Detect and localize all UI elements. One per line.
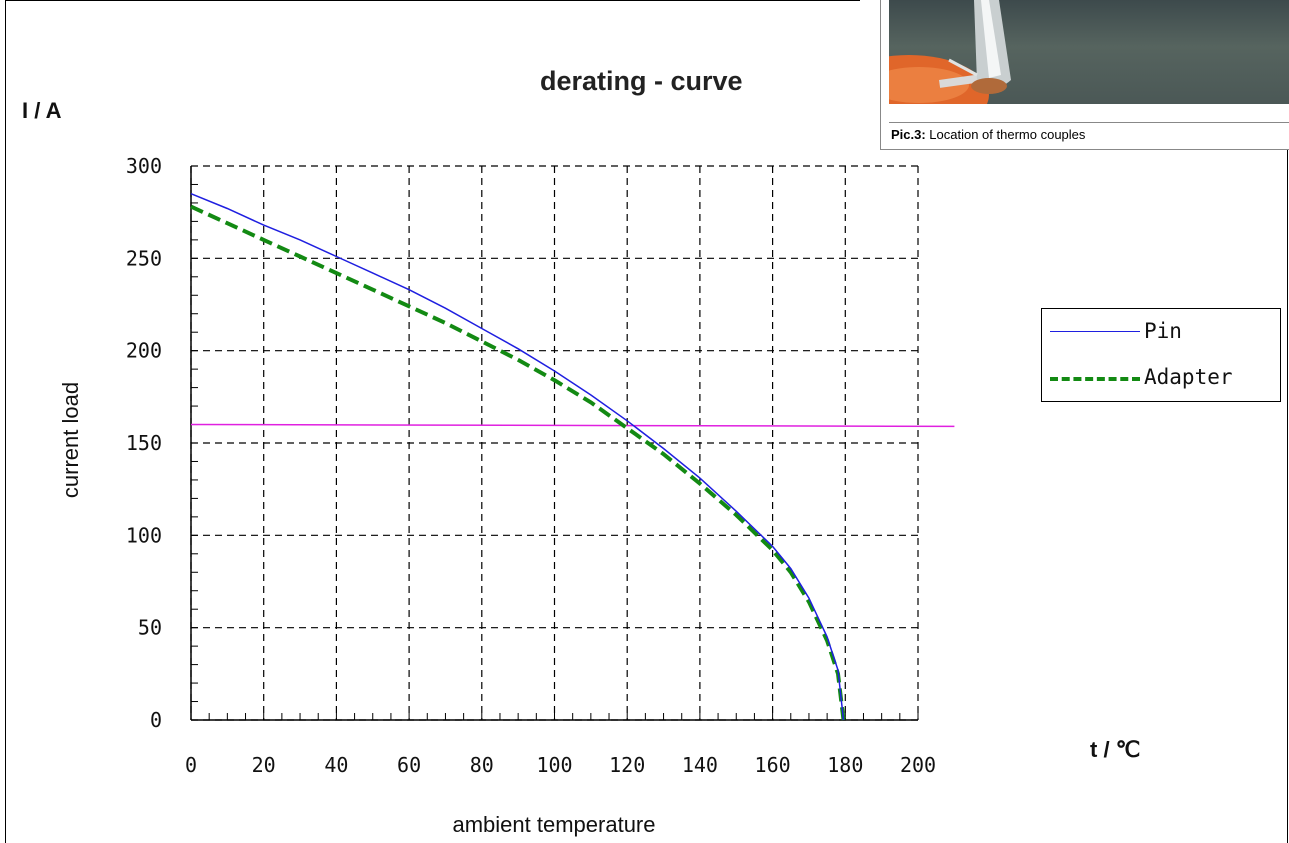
y-tick-label: 250 — [126, 246, 162, 270]
y-tick-label: 100 — [126, 523, 162, 547]
series-line-adapter — [190, 204, 846, 721]
frame-top-border — [5, 0, 860, 1]
y-tick-label: 150 — [126, 431, 162, 455]
x-tick-label: 200 — [900, 753, 936, 777]
frame-right-border — [1287, 150, 1288, 843]
frame-left-border — [5, 0, 6, 843]
x-tick-label: 40 — [324, 753, 348, 777]
y-tick-label: 300 — [126, 154, 162, 178]
legend-swatch-pin — [1050, 331, 1140, 332]
x-tick-label: 60 — [397, 753, 421, 777]
caption-text: Location of thermo couples — [925, 127, 1086, 142]
chart-title: derating - curve — [540, 66, 743, 96]
x-tick-label: 180 — [827, 753, 863, 777]
caption-label: Pic.3: — [891, 127, 926, 142]
x-tick-label: 80 — [470, 753, 494, 777]
legend-label-adapter: Adapter — [1144, 365, 1233, 389]
y-tick-label: 50 — [138, 616, 162, 640]
x-axis-label: ambient temperature — [452, 812, 656, 837]
threshold-line — [190, 423, 955, 428]
x-tick-label: 100 — [536, 753, 572, 777]
x-tick-label: 140 — [682, 753, 718, 777]
x-tick-label: 120 — [609, 753, 645, 777]
y-tick-label: 200 — [126, 339, 162, 363]
y-tick-label: 0 — [150, 708, 162, 732]
photo-caption: Pic.3: Location of thermo couples — [889, 122, 1289, 148]
legend-label-pin: Pin — [1144, 319, 1182, 343]
x-tick-label: 160 — [755, 753, 791, 777]
photo-panel: Pic.3: Location of thermo couples — [880, 0, 1289, 150]
x-tick-label: 0 — [185, 753, 197, 777]
chart-legend: Pin Adapter — [1041, 308, 1281, 402]
legend-item-pin: Pin — [1042, 313, 1280, 349]
series-line-pin — [190, 193, 845, 721]
x-unit-label: t / ℃ — [1090, 737, 1141, 762]
y-unit-label: I / A — [22, 98, 62, 123]
thermocouple-photo-drawing — [889, 0, 1011, 104]
legend-swatch-adapter — [1050, 377, 1140, 381]
legend-item-adapter: Adapter — [1042, 359, 1280, 395]
thermocouple-photo — [889, 0, 1289, 104]
x-tick-label: 20 — [252, 753, 276, 777]
